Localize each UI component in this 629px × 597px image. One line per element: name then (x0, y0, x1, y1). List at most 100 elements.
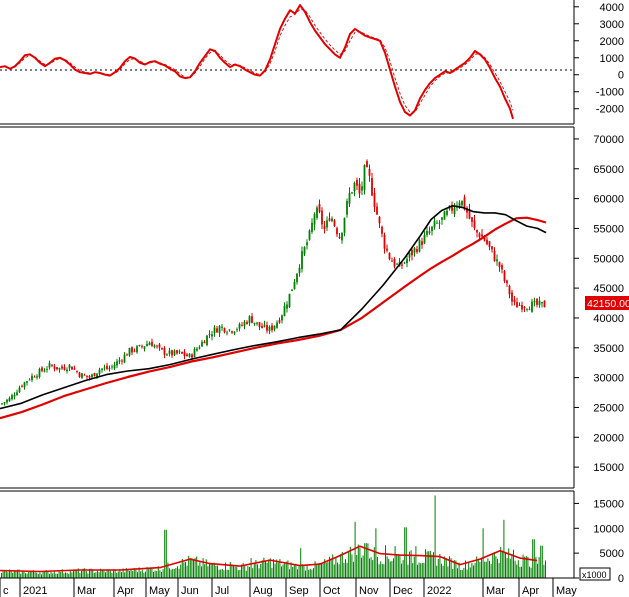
volume-bar (468, 563, 470, 578)
price-candle-body (473, 220, 476, 229)
indicator-y-tick-label: -1000 (596, 87, 624, 99)
volume-bar (474, 563, 476, 578)
volume-bar (265, 561, 266, 578)
volume-bar (330, 558, 332, 578)
price-candle-body (433, 221, 436, 228)
volume-bar (21, 570, 23, 578)
volume-bar (154, 570, 156, 578)
price-y-tick-label: 40000 (593, 313, 624, 325)
volume-bar (322, 563, 324, 578)
price-candle-body (283, 306, 286, 316)
price-candle-body (423, 234, 426, 244)
volume-bar (141, 569, 143, 578)
volume-bar (540, 545, 542, 578)
price-candle-body (378, 216, 381, 224)
price-candle-body (336, 228, 338, 235)
price-candle-body (196, 348, 198, 351)
volume-bar (529, 566, 530, 578)
volume-bar (545, 560, 546, 578)
price-candle-body (213, 327, 216, 334)
price-candle-body (93, 372, 96, 377)
price-candle-body (161, 347, 163, 350)
price-candle-body (28, 379, 31, 381)
volume-bar (25, 573, 26, 578)
volume-bar (57, 573, 58, 578)
volume-y-tick-label: 15000 (593, 498, 624, 510)
price-candle-body (73, 368, 76, 370)
volume-bar (325, 562, 327, 578)
price-candle-body (306, 242, 308, 246)
price-candle-body (183, 351, 186, 356)
price-candle-body (438, 222, 441, 224)
volume-bar (178, 568, 180, 578)
volume-bar (205, 559, 207, 578)
price-candle-body (501, 265, 503, 270)
volume-bar (149, 567, 151, 578)
price-candle-body (38, 369, 41, 378)
price-candle-body (521, 305, 523, 310)
volume-bar (341, 551, 343, 578)
price-candle-body (403, 262, 406, 264)
volume-bar (31, 571, 33, 578)
price-candle-body (528, 309, 531, 311)
price-candle-body (46, 368, 48, 370)
volume-bar (375, 528, 377, 578)
price-candle-body (506, 280, 508, 284)
price-candle-body (451, 204, 453, 211)
price-candle-body (328, 218, 331, 221)
price-candle-body (408, 252, 411, 258)
volume-bar (260, 564, 262, 578)
price-candle-body (218, 326, 221, 334)
volume-bar (441, 563, 442, 578)
volume-bar (409, 551, 410, 578)
volume-bar (50, 571, 52, 578)
time-tick-label: Mar (486, 585, 505, 597)
price-candle-body (503, 271, 506, 282)
volume-bar (393, 558, 394, 578)
price-candle-body (13, 394, 16, 397)
price-candle-body (211, 334, 213, 337)
volume-bar (525, 556, 527, 578)
volume-bar (209, 562, 210, 578)
price-candle-body (241, 325, 243, 326)
time-tick-label: Apr (117, 585, 134, 597)
volume-bar (98, 572, 100, 578)
price-moving-averages (0, 205, 547, 420)
price-candle-body (143, 346, 146, 349)
volume-bar (55, 573, 57, 578)
price-candle-body (16, 392, 18, 396)
price-candle-body (26, 381, 28, 383)
volume-bar (124, 572, 126, 578)
price-y-tick-label: 45000 (593, 283, 624, 295)
price-candle-body (366, 161, 368, 168)
price-candle-body (278, 320, 281, 323)
volume-bar (535, 556, 537, 578)
price-candle-body (33, 376, 36, 378)
price-candle-body (6, 399, 8, 403)
price-candle-body (253, 322, 256, 325)
volume-bar (5, 570, 7, 578)
time-tick-label: May (149, 585, 170, 597)
volume-bar (9, 569, 10, 578)
price-candle-body (341, 232, 343, 241)
price-y-ticks: 70000 65000 60000 55000 50000 45000 40000 35000… (574, 134, 624, 474)
price-candle-body (238, 323, 241, 329)
volume-bar (180, 564, 182, 578)
price-candle-body (458, 202, 461, 208)
price-candle-body (63, 367, 66, 370)
price-candle-body (248, 316, 251, 323)
price-candle-body (131, 347, 133, 353)
indicator-y-tick-label: 1000 (600, 53, 624, 65)
price-candle-body (426, 230, 428, 235)
volume-bar (228, 569, 230, 578)
volume-bar (477, 558, 479, 578)
price-candle-body (138, 345, 141, 346)
price-candle-body (96, 373, 98, 378)
volume-bar (402, 559, 404, 578)
volume-bar (487, 558, 489, 578)
volume-bar (359, 547, 361, 578)
price-candle-body (416, 249, 418, 253)
indicator-y-tick-label: 4000 (600, 2, 624, 14)
volume-bar (165, 529, 167, 578)
volume-bar (242, 563, 244, 578)
